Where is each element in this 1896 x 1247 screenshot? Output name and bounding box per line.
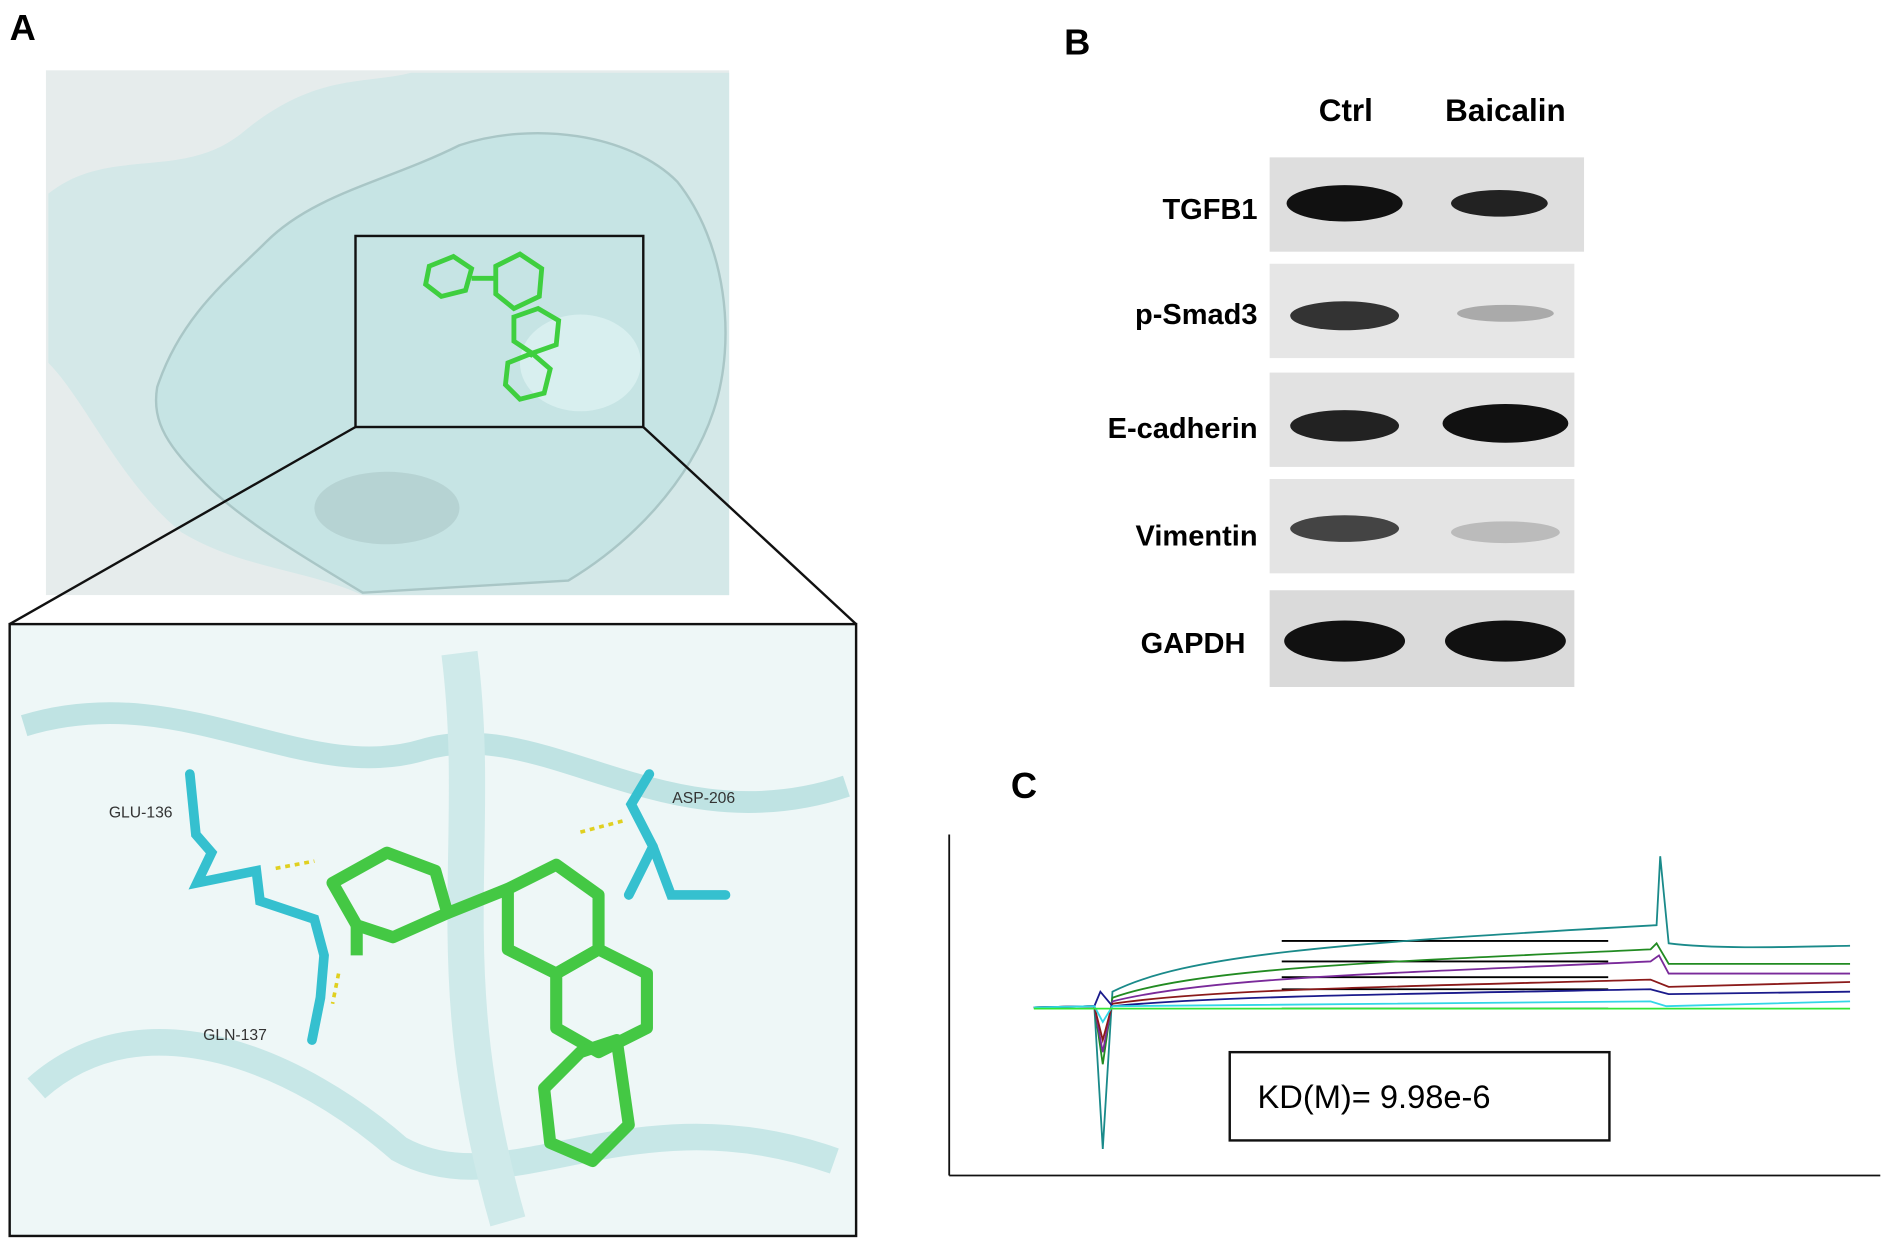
panel-label: A <box>10 7 36 48</box>
kd-value: KD(M)= 9.98e-6 <box>1258 1078 1491 1115</box>
residue-label: ASP-206 <box>672 790 735 807</box>
column-label: Ctrl <box>1319 93 1373 128</box>
result-box <box>1228 1050 1611 1142</box>
sensorgram <box>948 834 1881 1177</box>
panel-label: C <box>1011 765 1037 806</box>
column-label: Baicalin <box>1445 93 1566 128</box>
row-label: Vimentin <box>1136 521 1258 553</box>
row-label: GAPDH <box>1141 628 1246 660</box>
protein-surface <box>45 70 730 596</box>
residue-label: GLU-136 <box>109 805 173 822</box>
row-label: E-cadherin <box>1108 413 1258 445</box>
row-label: p-Smad3 <box>1135 299 1258 331</box>
row-label: TGFB1 <box>1162 194 1257 226</box>
residue-label: GLN-137 <box>203 1027 267 1044</box>
blots <box>1269 157 1585 687</box>
panel-label: B <box>1064 22 1090 63</box>
binding-site <box>8 622 858 1238</box>
